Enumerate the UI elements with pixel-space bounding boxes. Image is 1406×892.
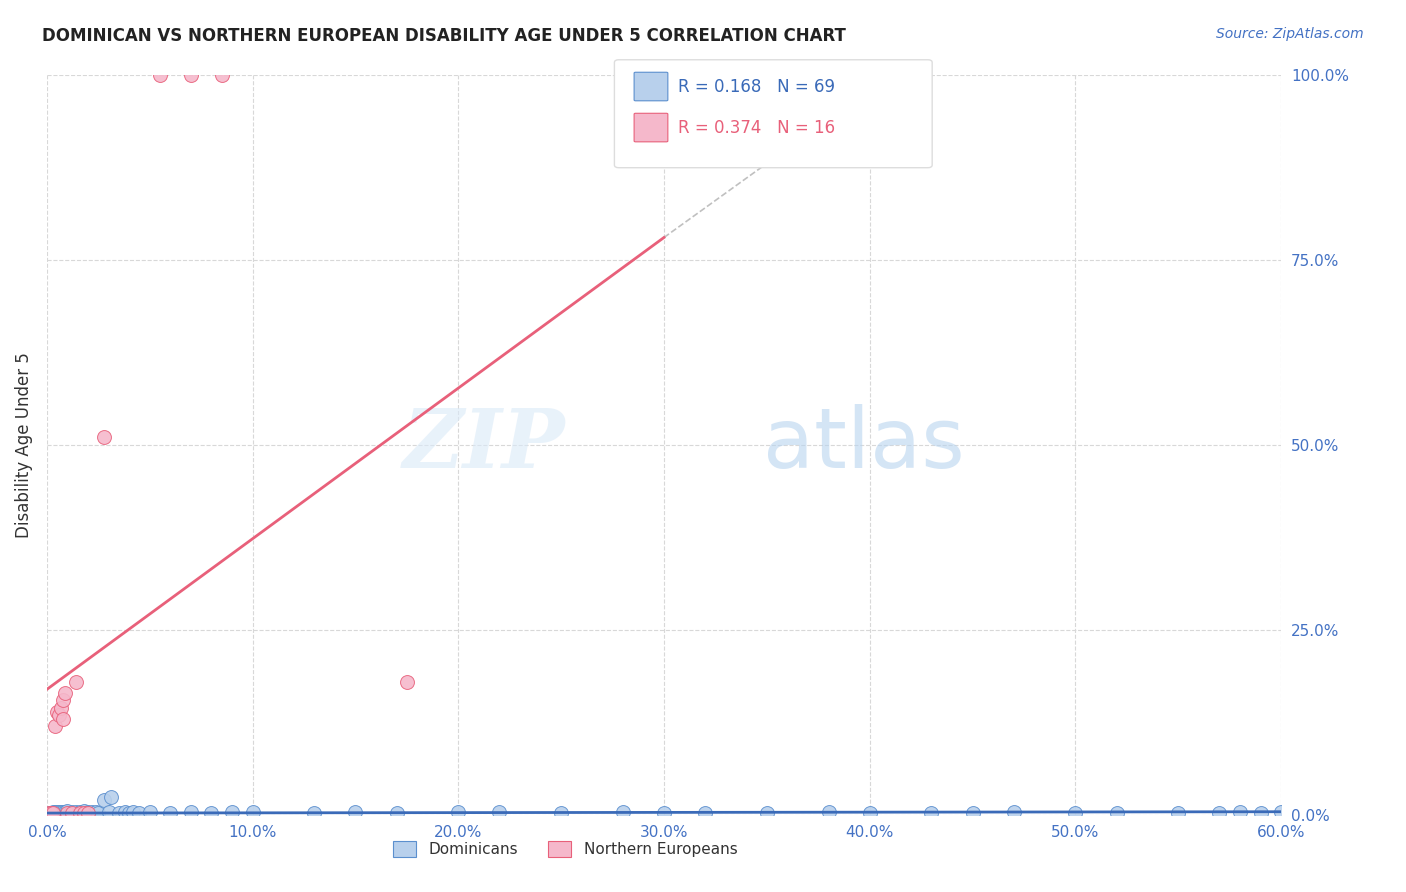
Point bbox=[51, 701, 73, 715]
Point bbox=[60, 806, 83, 821]
Legend: Dominicans, Northern Europeans: Dominicans, Northern Europeans bbox=[387, 835, 744, 863]
Point bbox=[66, 806, 89, 821]
Point bbox=[755, 806, 778, 821]
Point bbox=[859, 806, 882, 821]
Point bbox=[60, 805, 83, 820]
Point bbox=[108, 806, 131, 821]
Point bbox=[1002, 805, 1025, 820]
Point bbox=[87, 806, 110, 821]
Point bbox=[38, 806, 60, 821]
Text: R = 0.374   N = 16: R = 0.374 N = 16 bbox=[678, 119, 835, 136]
Point bbox=[395, 675, 418, 690]
Point bbox=[73, 806, 96, 821]
Point bbox=[100, 789, 122, 804]
Y-axis label: Disability Age Under 5: Disability Age Under 5 bbox=[15, 352, 32, 538]
Point bbox=[55, 805, 77, 820]
Point bbox=[211, 68, 233, 82]
Point bbox=[114, 805, 136, 820]
Point bbox=[695, 806, 717, 821]
Point bbox=[221, 805, 243, 820]
Point bbox=[58, 806, 80, 821]
Point bbox=[652, 806, 675, 821]
Point bbox=[38, 806, 60, 821]
Point bbox=[118, 806, 141, 821]
Point bbox=[159, 806, 181, 821]
Point bbox=[1229, 805, 1251, 819]
Point bbox=[44, 805, 66, 819]
Point bbox=[65, 675, 87, 690]
Point bbox=[77, 805, 100, 820]
Point bbox=[52, 805, 75, 819]
Point bbox=[48, 805, 70, 819]
Point bbox=[46, 705, 69, 719]
Point bbox=[344, 805, 367, 820]
Point bbox=[180, 68, 202, 82]
Point bbox=[51, 806, 73, 821]
Point bbox=[200, 806, 222, 821]
Point bbox=[385, 806, 408, 821]
Point bbox=[139, 805, 162, 820]
Point bbox=[42, 805, 65, 820]
Point bbox=[962, 806, 984, 821]
Point bbox=[48, 806, 70, 821]
Point bbox=[77, 806, 100, 821]
Point bbox=[52, 693, 75, 707]
Point bbox=[55, 806, 77, 821]
Point bbox=[39, 806, 62, 821]
Point bbox=[149, 68, 172, 82]
Point bbox=[52, 712, 75, 726]
Point bbox=[73, 804, 96, 818]
Point bbox=[304, 806, 326, 821]
Point bbox=[46, 806, 69, 821]
Point bbox=[84, 805, 107, 820]
Point bbox=[122, 805, 145, 820]
Point bbox=[97, 805, 120, 819]
Point bbox=[65, 805, 87, 819]
Point bbox=[44, 806, 66, 821]
Point bbox=[56, 804, 79, 818]
Text: DOMINICAN VS NORTHERN EUROPEAN DISABILITY AGE UNDER 5 CORRELATION CHART: DOMINICAN VS NORTHERN EUROPEAN DISABILIT… bbox=[42, 27, 846, 45]
Text: R = 0.168   N = 69: R = 0.168 N = 69 bbox=[678, 78, 835, 95]
Point bbox=[1064, 806, 1087, 821]
Point bbox=[83, 806, 105, 821]
Point bbox=[1167, 806, 1189, 821]
Point bbox=[75, 806, 97, 821]
Point bbox=[52, 806, 75, 821]
Point bbox=[79, 806, 101, 821]
Point bbox=[488, 805, 510, 819]
Point bbox=[70, 806, 93, 821]
Point bbox=[55, 686, 77, 700]
Point bbox=[93, 430, 115, 444]
Point bbox=[612, 805, 634, 820]
Text: atlas: atlas bbox=[762, 404, 965, 485]
Point bbox=[1105, 806, 1128, 821]
Point bbox=[46, 805, 69, 820]
Point bbox=[1208, 806, 1230, 821]
Point bbox=[93, 793, 115, 807]
Point bbox=[56, 806, 79, 821]
Point bbox=[242, 805, 264, 820]
Point bbox=[447, 805, 470, 820]
Point bbox=[51, 805, 73, 820]
Point bbox=[69, 805, 91, 820]
Point bbox=[44, 719, 66, 733]
Point bbox=[920, 806, 942, 821]
Point bbox=[550, 806, 572, 821]
Point bbox=[1250, 806, 1272, 821]
Text: Source: ZipAtlas.com: Source: ZipAtlas.com bbox=[1216, 27, 1364, 41]
Point bbox=[69, 806, 91, 821]
Text: ZIP: ZIP bbox=[402, 405, 565, 485]
Point bbox=[82, 805, 104, 819]
Point bbox=[1270, 805, 1292, 820]
Point bbox=[42, 806, 65, 821]
Point bbox=[62, 806, 84, 821]
Point bbox=[56, 806, 79, 821]
Point bbox=[128, 806, 150, 821]
Point bbox=[39, 806, 62, 821]
Point bbox=[180, 805, 202, 819]
Point bbox=[48, 708, 70, 723]
Point bbox=[42, 806, 65, 821]
Point bbox=[817, 805, 839, 820]
